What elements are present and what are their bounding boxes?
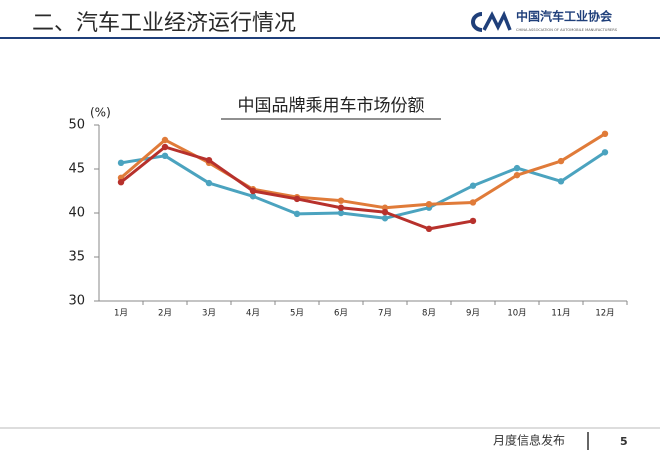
- x-tick-label: 1月: [114, 309, 128, 319]
- footer-label: 月度信息发布: [493, 433, 565, 448]
- org-sub: CHINA ASSOCIATION OF AUTOMOBILE MANUFACT…: [516, 28, 618, 32]
- y-unit: (%): [90, 106, 111, 120]
- series-marker: [601, 149, 609, 156]
- series-marker: [469, 217, 477, 225]
- series-marker: [205, 157, 213, 164]
- series-line: [120, 132, 606, 210]
- y-tick-label: 30: [68, 294, 85, 309]
- series-marker: [117, 179, 125, 186]
- x-tick-label: 10月: [507, 309, 526, 319]
- series-marker: [469, 199, 477, 206]
- x-tick-label: 7月: [378, 309, 392, 319]
- x-tick-label: 2月: [158, 309, 172, 319]
- series-marker: [425, 201, 433, 208]
- series-marker: [337, 204, 345, 211]
- x-tick-label: 6月: [334, 309, 348, 319]
- series-marker: [557, 178, 565, 185]
- x-tick-label: 4月: [246, 309, 260, 319]
- x-tick-label: 12月: [595, 309, 614, 319]
- series-marker: [513, 164, 521, 172]
- x-tick-label: 9月: [466, 309, 480, 319]
- logo: [471, 10, 512, 32]
- x-tick-label: 11月: [551, 309, 570, 319]
- series-marker: [381, 204, 389, 211]
- series-marker: [337, 197, 345, 204]
- x-tick-label: 3月: [202, 309, 216, 319]
- series-marker: [293, 195, 301, 203]
- series-marker: [161, 136, 169, 144]
- series-marker: [381, 208, 389, 216]
- series-marker: [249, 187, 257, 195]
- series-marker: [337, 209, 345, 217]
- y-tick-label: 35: [68, 250, 85, 265]
- series-marker: [117, 159, 125, 167]
- series-marker: [557, 157, 565, 165]
- series-marker: [249, 193, 257, 200]
- series-marker: [469, 182, 477, 189]
- series-marker: [205, 179, 213, 187]
- x-tick-label: 8月: [422, 309, 436, 319]
- page-number: 5: [620, 435, 628, 448]
- series-marker: [513, 171, 521, 179]
- chart-title: 中国品牌乘用车市场份额: [238, 96, 425, 116]
- x-tick-label: 5月: [290, 309, 304, 319]
- series-marker: [161, 143, 169, 151]
- series-marker: [601, 130, 609, 137]
- series-marker: [425, 225, 433, 233]
- org-name: 中国汽车工业协会: [516, 9, 613, 24]
- logo-m: [482, 10, 512, 31]
- logo-c: [471, 12, 483, 32]
- slide-title: 二、汽车工业经济运行情况: [32, 11, 296, 36]
- series-marker: [293, 210, 301, 218]
- series-marker: [381, 215, 389, 222]
- series-line: [120, 151, 606, 220]
- series-marker: [161, 152, 169, 159]
- y-tick-label: 45: [68, 162, 85, 177]
- y-tick-label: 40: [68, 206, 85, 221]
- y-tick-label: 50: [68, 118, 85, 133]
